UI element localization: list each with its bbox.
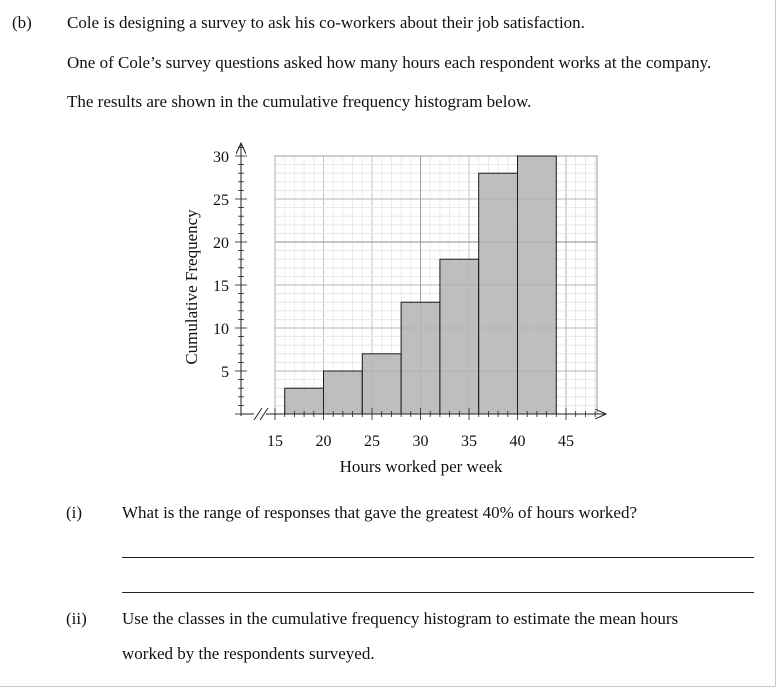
x-tick-label: 45 xyxy=(558,433,574,450)
answer-line-2[interactable] xyxy=(122,592,754,593)
x-tick-label: 35 xyxy=(461,433,477,450)
x-axis-label: Hours worked per week xyxy=(340,457,503,476)
part-label: (b) xyxy=(12,13,32,32)
intro-line-1: Cole is designing a survey to ask his co… xyxy=(67,13,585,32)
intro-line-3: The results are shown in the cumulative … xyxy=(67,92,532,111)
intro-line-2: One of Cole’s survey questions asked how… xyxy=(67,53,712,72)
y-tick-label: 25 xyxy=(213,192,229,209)
y-tick-label: 15 xyxy=(213,278,229,295)
y-tick-label: 20 xyxy=(213,235,229,252)
question-i-number: (i) xyxy=(66,503,83,522)
question-ii-number: (ii) xyxy=(66,609,87,628)
x-tick-label: 30 xyxy=(413,433,429,450)
x-tick-label: 20 xyxy=(316,433,332,450)
y-tick-label: 30 xyxy=(213,149,229,166)
histogram-bar xyxy=(361,353,402,415)
cumulative-frequency-histogram: 15 20 25 30 35 40 45 5 10 15 20 25 30 Hours worked pe… xyxy=(182,140,777,476)
y-axis-label: Cumulative Frequency xyxy=(182,209,201,365)
histogram-bar xyxy=(400,301,441,415)
question-i-text: What is the range of responses that gave… xyxy=(122,503,638,522)
x-tick-label: 25 xyxy=(364,433,380,450)
question-ii-text-line-2: worked by the respondents surveyed. xyxy=(122,644,375,663)
answer-line-1[interactable] xyxy=(122,557,754,558)
x-tick-label: 40 xyxy=(510,433,526,450)
histogram-bar xyxy=(284,387,325,415)
histogram-bar xyxy=(478,172,519,415)
x-tick-label: 15 xyxy=(267,433,283,450)
histogram-bar xyxy=(517,155,557,415)
y-tick-label: 10 xyxy=(213,321,229,338)
question-ii-text: Use the classes in the cumulative freque… xyxy=(122,609,679,628)
histogram-bar xyxy=(439,258,480,415)
x-axis-break-icon xyxy=(253,407,269,421)
y-tick-label: 5 xyxy=(221,364,229,381)
histogram-bar xyxy=(323,370,363,415)
